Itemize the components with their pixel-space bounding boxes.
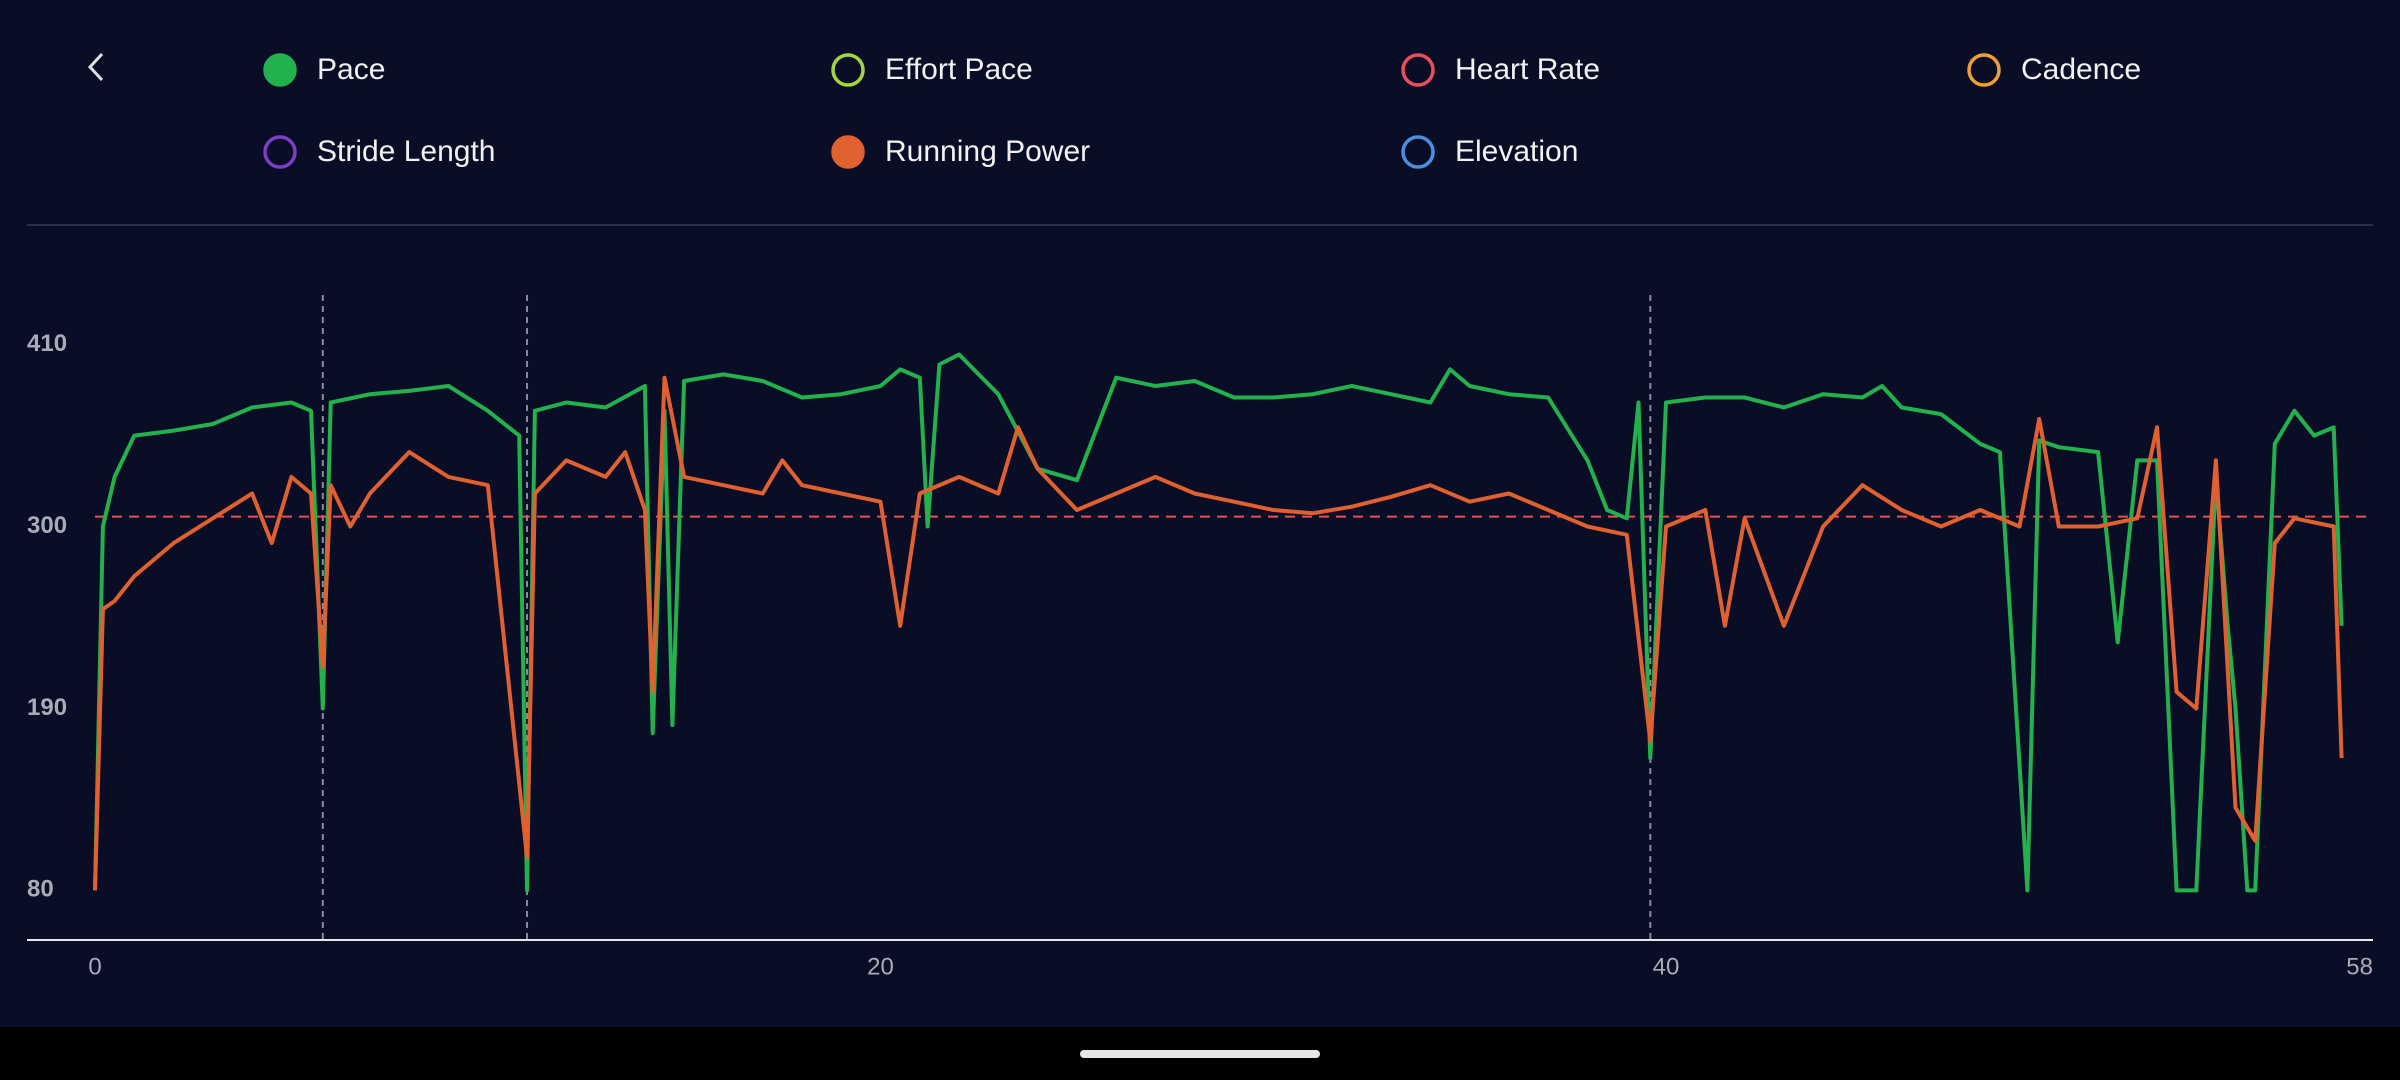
legend-label[interactable]: Effort Pace: [885, 53, 1033, 86]
legend-label[interactable]: Stride Length: [317, 135, 495, 168]
legend-marker[interactable]: [831, 53, 865, 87]
legend-label[interactable]: Pace: [317, 53, 385, 86]
legend-marker[interactable]: [831, 135, 865, 169]
y-tick-label: 410: [27, 330, 67, 357]
y-tick-label: 80: [27, 876, 54, 903]
legend-label[interactable]: Cadence: [2021, 53, 2141, 86]
y-tick-label: 300: [27, 512, 67, 539]
legend-marker[interactable]: [263, 53, 297, 87]
x-tick-label: 20: [867, 953, 894, 980]
legend-label[interactable]: Heart Rate: [1455, 53, 1600, 86]
x-tick-label: 0: [88, 953, 101, 980]
y-tick-label: 190: [27, 694, 67, 721]
legend-marker[interactable]: [263, 135, 297, 169]
series-line: [93, 352, 2344, 893]
x-tick-label: 58: [2346, 953, 2373, 980]
background: [0, 0, 2400, 1027]
legend-marker[interactable]: [1401, 135, 1435, 169]
legend-marker[interactable]: [1967, 53, 2001, 87]
x-tick-label: 40: [1653, 953, 1680, 980]
back-button[interactable]: [87, 52, 104, 82]
legend-label[interactable]: Running Power: [885, 135, 1090, 168]
legend-marker[interactable]: [1401, 53, 1435, 87]
series-line: [93, 375, 2344, 891]
legend-label[interactable]: Elevation: [1455, 135, 1578, 168]
home-indicator[interactable]: [1080, 1050, 1320, 1058]
